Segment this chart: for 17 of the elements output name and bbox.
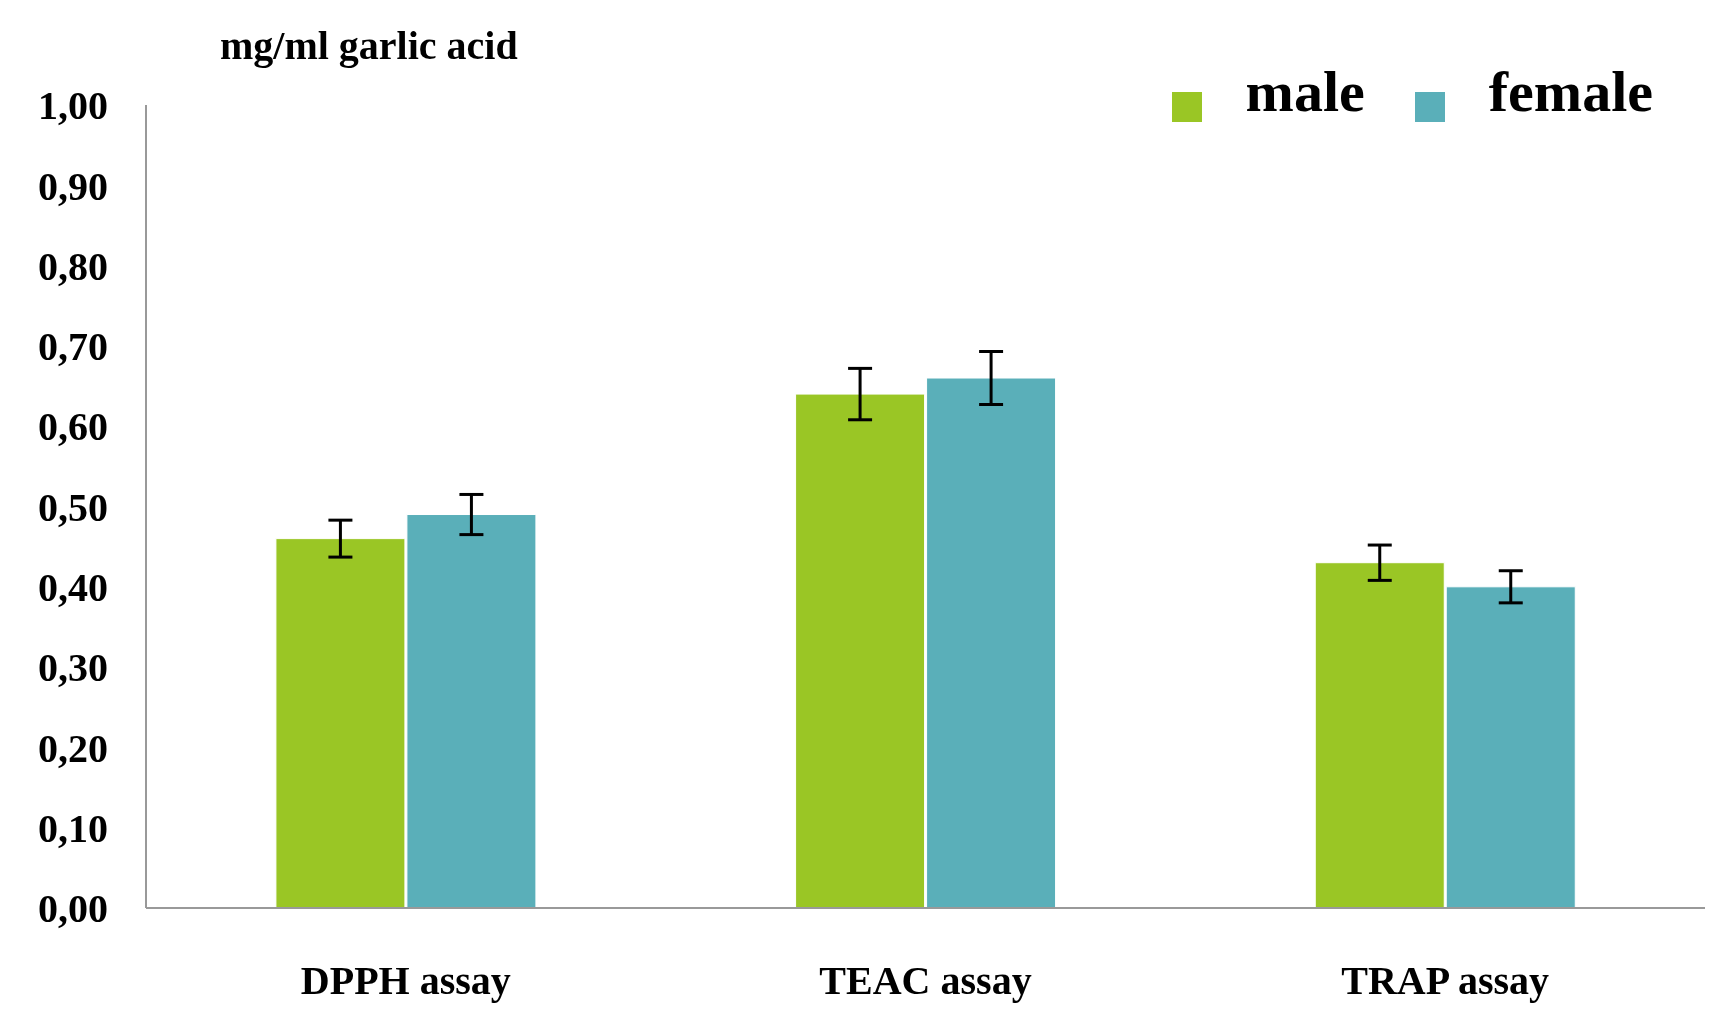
legend-label: male <box>1245 59 1365 124</box>
y-tick-label: 0,20 <box>38 725 108 771</box>
y-axis-title: mg/ml garlic acid <box>220 22 518 69</box>
y-tick-label: 0,80 <box>38 243 108 289</box>
x-tick-label: TEAC assay <box>819 958 1032 1004</box>
y-tick-label: 0,50 <box>38 484 108 530</box>
y-tick-label: 0,30 <box>38 645 108 691</box>
x-tick-label: DPPH assay <box>300 958 511 1004</box>
legend-label: female <box>1488 59 1653 124</box>
y-tick-label: 0,40 <box>38 565 108 610</box>
y-tick-label: 0,00 <box>38 886 108 932</box>
y-tick-label: 1,00 <box>38 83 108 129</box>
y-tick-label: 0,90 <box>38 163 108 209</box>
y-tick-label: 0,60 <box>38 404 108 450</box>
y-tick-label: 0,70 <box>38 324 108 370</box>
y-tick-label: 0,10 <box>38 805 108 851</box>
x-tick-label: TRAP assay <box>1341 958 1550 1004</box>
